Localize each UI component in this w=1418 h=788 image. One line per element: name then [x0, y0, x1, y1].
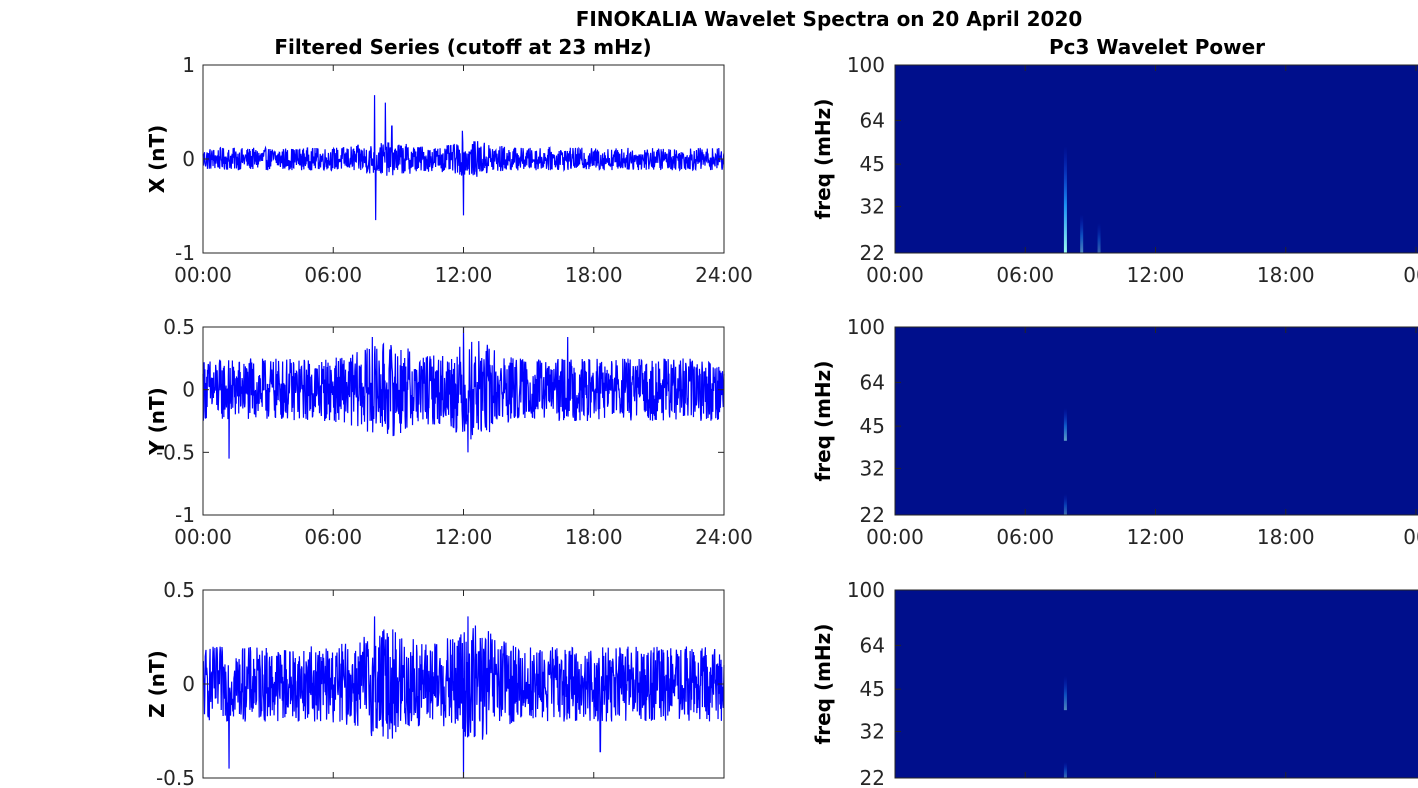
ytick-label: 22	[860, 241, 885, 265]
ytick-label: -1	[175, 241, 195, 265]
series-line-x	[202, 95, 725, 221]
heatmap-background	[895, 65, 1418, 253]
heatmap-panel-z-frame	[894, 589, 1418, 779]
heatmap-panel-z: 100 64 45 32 22 freq (mHz)	[811, 578, 1418, 788]
ytick-label: 32	[860, 456, 885, 480]
ytick-label: 100	[847, 53, 885, 77]
ytick-label: 100	[847, 315, 885, 339]
ytick-label: 22	[860, 766, 885, 788]
line-panel-x: 1 0 -1 X (nT) 00:00 06:00 12:00 18:00 24:00	[145, 53, 753, 287]
ytick-label: 64	[860, 108, 885, 132]
heatmap-panel-y-xtick-label: 00:00	[866, 525, 924, 549]
ytick-label: 0	[182, 378, 195, 402]
line-panel-x-xtick-label: 12:00	[435, 263, 493, 287]
ytick-label: 64	[860, 370, 885, 394]
ytick-label: 45	[860, 677, 885, 701]
left-column-title: Filtered Series (cutoff at 23 mHz)	[274, 35, 651, 59]
ytick-label: -0.5	[156, 766, 195, 788]
power-event	[1063, 408, 1067, 441]
y-axis-label: freq (mHz)	[811, 361, 835, 482]
line-panel-y-xtick-label: 18:00	[565, 525, 623, 549]
ytick-label: 100	[847, 578, 885, 602]
line-panel-y-xtick-label: 24:00	[695, 525, 753, 549]
heatmap-panel-y: 100 64 45 32 22 freq (mHz) 00:00 06:00 12:00 18:0…	[811, 315, 1418, 549]
ytick-label: 64	[860, 633, 885, 657]
ytick-label: 32	[860, 194, 885, 218]
heatmap-background	[895, 590, 1418, 778]
ytick-label: 22	[860, 503, 885, 527]
y-axis-label: freq (mHz)	[811, 99, 835, 220]
ytick-label: 45	[860, 414, 885, 438]
heatmap-panel-y-frame	[894, 326, 1418, 516]
ytick-label: 32	[860, 719, 885, 743]
line-panel-y: 0.5 0 -0.5 -1 Y (nT) 00:00 06:00 12:00 18:00 24:0…	[145, 315, 753, 549]
line-panel-x-xtick-label: 24:00	[695, 263, 753, 287]
heatmap-panel-x-frame	[894, 64, 1418, 254]
line-panel-x-xtick-label: 18:00	[565, 263, 623, 287]
ytick-label: -1	[175, 503, 195, 527]
line-panel-y-xtick-label: 00:00	[174, 525, 232, 549]
ytick-label: 1	[182, 53, 195, 77]
ytick-label: -0.5	[156, 440, 195, 464]
y-axis-label: X (nT)	[145, 125, 169, 194]
series-line-y	[202, 326, 725, 459]
figure-title: FINOKALIA Wavelet Spectra on 20 April 20…	[576, 7, 1083, 31]
heatmap-panel-y-xtick-label: 12:00	[1127, 525, 1185, 549]
power-event	[1063, 146, 1067, 253]
power-event	[1097, 223, 1101, 253]
right-column-title: Pc3 Wavelet Power	[1049, 35, 1265, 59]
heatmap-panel-x-xtick-label: 00	[1403, 263, 1418, 287]
y-axis-label: Y (nT)	[145, 387, 169, 456]
y-axis-label: Z (nT)	[145, 650, 169, 718]
series-line-z	[202, 616, 725, 779]
ytick-label: 45	[860, 152, 885, 176]
ytick-label: 0.5	[163, 578, 195, 602]
heatmap-panel-y-xtick-label: 06:00	[996, 525, 1054, 549]
heatmap-panel-x: 100 64 45 32 22 freq (mHz) 00:00 06:00 12:00 18:0…	[811, 53, 1418, 287]
line-panel-y-xtick-label: 06:00	[304, 525, 362, 549]
line-panel-x-xtick-label: 06:00	[304, 263, 362, 287]
ytick-label: 0.5	[163, 315, 195, 339]
heatmap-panel-y-xtick-label: 00	[1403, 525, 1418, 549]
power-event	[1063, 762, 1067, 778]
power-event	[1063, 676, 1067, 711]
power-event	[1080, 214, 1084, 253]
line-panel-x-xtick-label: 00:00	[174, 263, 232, 287]
line-panel-y-xtick-label: 12:00	[435, 525, 493, 549]
heatmap-panel-y-xtick-label: 18:00	[1257, 525, 1315, 549]
heatmap-panel-x-xtick-label: 18:00	[1257, 263, 1315, 287]
y-axis-label: freq (mHz)	[811, 624, 835, 745]
heatmap-panel-x-xtick-label: 12:00	[1127, 263, 1185, 287]
heatmap-background	[895, 327, 1418, 515]
power-event	[1063, 494, 1067, 515]
ytick-label: 0	[182, 147, 195, 171]
ytick-label: 0	[182, 672, 195, 696]
heatmap-panel-x-xtick-label: 06:00	[996, 263, 1054, 287]
heatmap-panel-x-xtick-label: 00:00	[866, 263, 924, 287]
